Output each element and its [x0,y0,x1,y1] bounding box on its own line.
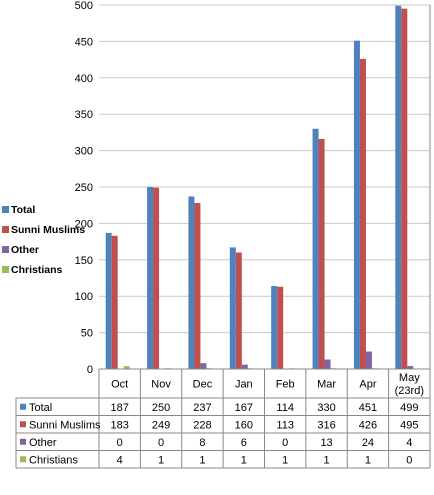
table-series-label: Sunni Muslims [29,419,101,431]
y-tick-label: 400 [75,73,93,85]
data-label: 187 [111,402,129,414]
data-label: 8 [199,437,205,449]
bar-sunni-muslims [277,286,284,369]
bar-sunni-muslims [359,58,366,369]
bar-total [271,286,278,369]
y-tick-label: 50 [81,328,93,340]
x-tick-label: May [399,372,420,384]
bar-total [395,5,402,370]
x-tick-label: Apr [359,379,376,391]
data-label: 1 [282,454,288,466]
x-tick-label: Nov [151,379,171,391]
data-label: 24 [362,437,374,449]
y-tick-label: 300 [75,146,93,158]
bar-total [105,232,112,369]
table-series-label: Christians [29,454,78,466]
legend-swatch [2,206,9,213]
y-tick-label: 250 [75,182,93,194]
bar-total [229,247,236,369]
data-label: 1 [158,454,164,466]
data-label: 183 [111,419,129,431]
x-tick-label: Jan [235,379,253,391]
data-label: 1 [241,454,247,466]
data-label: 0 [117,437,123,449]
bar-sunni-muslims [153,187,160,369]
table-series-label: Other [29,437,57,449]
y-tick-label: 150 [75,255,93,267]
x-tick-label: Dec [193,379,213,391]
y-tick-label: 0 [87,364,93,376]
data-label: 0 [406,454,412,466]
x-tick-label: Mar [317,379,336,391]
legend-swatch [2,246,9,253]
data-label: 237 [193,402,211,414]
data-label: 250 [152,402,170,414]
data-label: 167 [235,402,253,414]
y-tick-label: 350 [75,109,93,121]
bar-total [312,128,319,369]
data-label: 451 [359,402,377,414]
data-label: 1 [365,454,371,466]
data-label: 4 [117,454,123,466]
y-tick-label: 100 [75,291,93,303]
y-tick-label: 450 [75,36,93,48]
legend-label: Other [11,244,39,256]
legend-label: Christians [11,264,63,276]
legend-swatch [2,266,9,273]
table-series-label: Total [29,402,52,414]
data-label: 249 [152,419,170,431]
data-label: 0 [158,437,164,449]
legend-swatch [2,226,9,233]
data-label: 6 [241,437,247,449]
data-label: 4 [406,437,412,449]
x-tick-label: (23rd) [395,385,424,397]
data-label: 1 [199,454,205,466]
data-label: 228 [193,419,211,431]
bar-other [365,351,372,369]
bar-other [241,364,248,369]
bar-sunni-muslims [194,203,201,369]
legend-label: Total [11,204,35,216]
legend-label: Sunni Muslims [11,224,85,236]
bar-total [353,40,360,370]
bar-sunni-muslims [318,138,325,369]
bar-total [188,196,195,369]
table-legend-swatch [20,456,26,463]
table-legend-swatch [20,403,26,410]
data-label: 114 [276,402,294,414]
data-label: 0 [282,437,288,449]
bar-other [324,359,331,369]
bar-sunni-muslims [111,235,118,369]
data-label: 13 [320,437,332,449]
data-label: 426 [359,419,377,431]
data-label: 113 [276,419,294,431]
bar-other [407,366,414,369]
y-tick-label: 500 [75,0,93,12]
bar-sunni-muslims [235,252,242,369]
x-tick-label: Oct [111,379,128,391]
table-legend-swatch [20,421,26,428]
data-label: 316 [317,419,335,431]
bar-sunni-muslims [401,8,408,369]
y-tick-label: 200 [75,218,93,230]
data-label: 160 [235,419,253,431]
data-label: 495 [400,419,418,431]
data-label: 1 [324,454,330,466]
data-label: 330 [317,402,335,414]
data-label: 499 [400,402,418,414]
bar-total [147,187,154,369]
bar-other [200,363,207,369]
table-legend-swatch [20,438,26,445]
x-tick-label: Feb [276,379,295,391]
bar-christians [123,366,130,369]
